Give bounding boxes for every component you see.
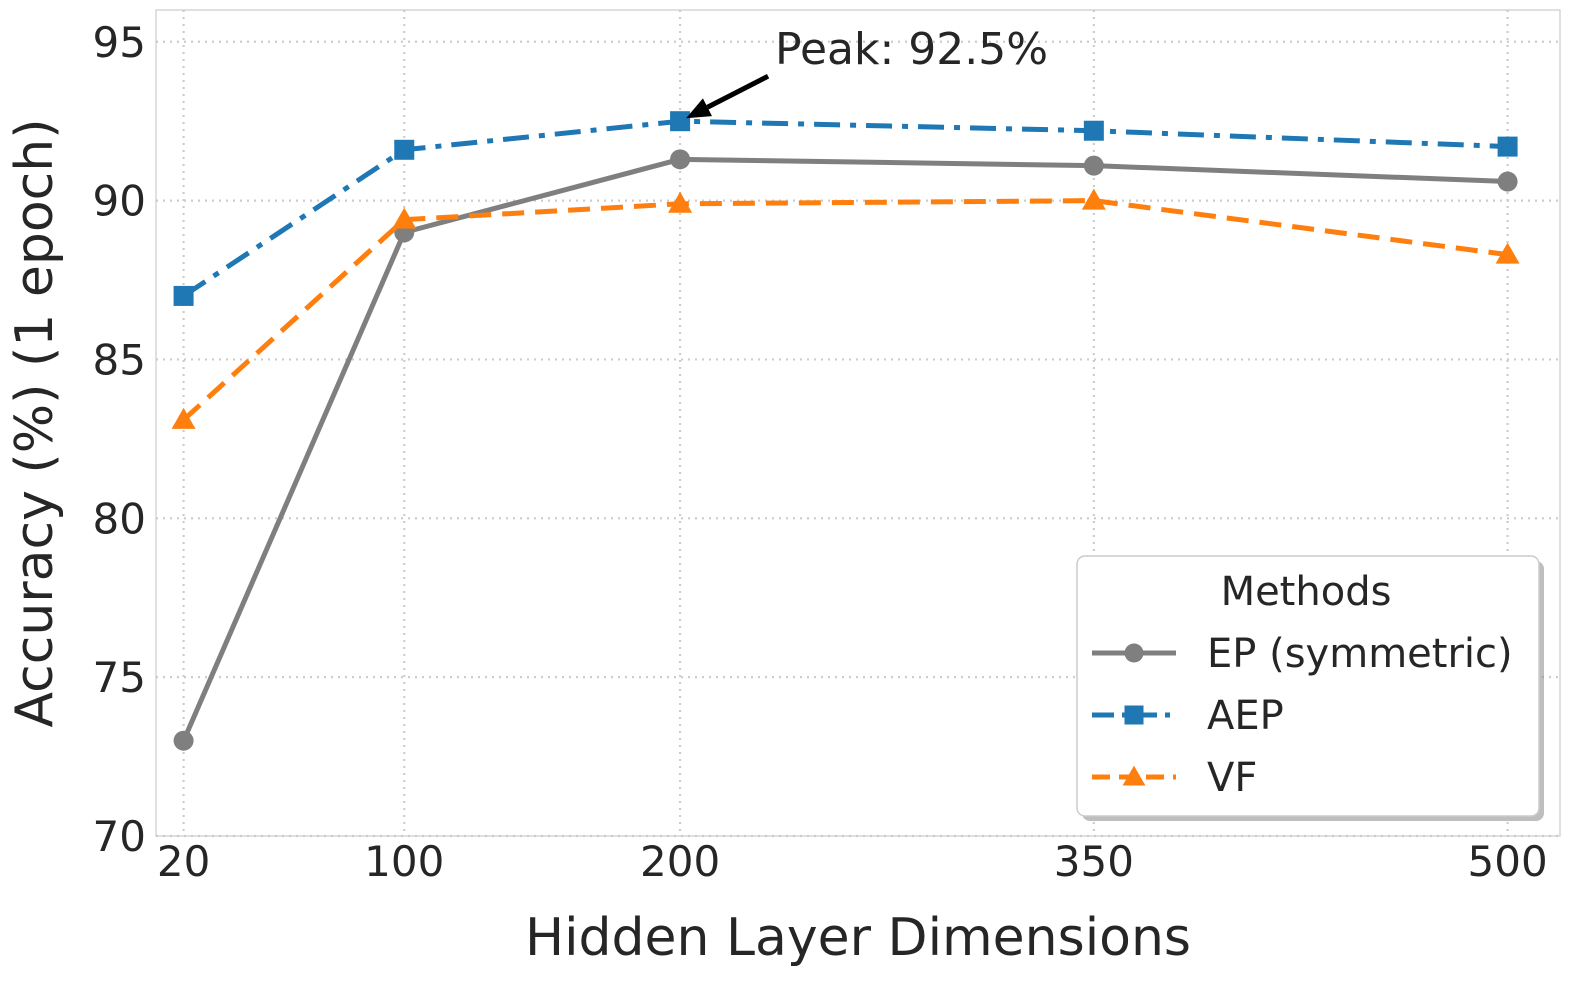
peak-arrow-head: [686, 98, 713, 119]
data-point-vf: [1495, 242, 1520, 264]
data-point-vf: [392, 207, 417, 229]
y-tick-label: 95: [93, 18, 146, 67]
peak-annotation: Peak: 92.5%: [686, 24, 1048, 119]
data-point-aep: [173, 285, 194, 306]
legend-item-aep: AEP: [1092, 693, 1284, 739]
x-tick-label: 200: [640, 837, 720, 886]
legend-frame: [1076, 555, 1540, 817]
series-aep: [173, 111, 1518, 306]
series-layer: [171, 111, 1520, 751]
legend-marker-vf: [1122, 765, 1146, 786]
data-point-aep: [670, 111, 691, 132]
data-point-aep: [1083, 120, 1104, 141]
data-point-aep: [394, 139, 415, 160]
y-axis-label: Accuracy (%) (1 epoch): [5, 119, 65, 728]
legend-label: AEP: [1207, 693, 1284, 739]
plot-frame: [155, 9, 1561, 837]
data-point-aep: [1497, 136, 1518, 157]
legend-title: Methods: [1221, 569, 1392, 615]
x-axis-label: Hidden Layer Dimensions: [525, 908, 1191, 968]
legend-marker-ep-symmetric: [1124, 643, 1144, 663]
x-tick-label: 500: [1468, 837, 1548, 886]
y-tick-label: 90: [93, 177, 146, 226]
legend-marker-aep: [1124, 705, 1144, 725]
legend-label: EP (symmetric): [1207, 631, 1513, 677]
x-tick-label: 100: [364, 837, 444, 886]
y-tick-label: 75: [93, 653, 146, 702]
legend-label: VF: [1207, 755, 1257, 801]
legend-entries: EP (symmetric) AEP VF: [1092, 631, 1513, 801]
legend: Methods EP (symmetric) AEP VF: [1076, 555, 1544, 821]
data-point-ep-symmetric: [1083, 155, 1104, 176]
data-point-vf: [1081, 188, 1106, 210]
series-vf: [171, 188, 1520, 429]
legend-item-ep-symmetric: EP (symmetric): [1092, 631, 1513, 677]
data-point-vf: [668, 191, 693, 213]
data-point-ep-symmetric: [670, 149, 691, 170]
y-tick-label: 80: [93, 494, 146, 543]
y-tick-label: 70: [93, 812, 146, 861]
y-tick-labels: 70 75 80 85 90 95: [93, 18, 146, 861]
y-tick-label: 85: [93, 335, 146, 384]
x-tick-label: 350: [1054, 837, 1134, 886]
x-tick-label: 20: [157, 837, 210, 886]
x-tick-labels: 20 100 200 350 500: [157, 837, 1548, 886]
peak-arrow-line: [706, 73, 770, 110]
data-point-ep-symmetric: [173, 730, 194, 751]
peak-annotation-label: Peak: 92.5%: [775, 24, 1048, 75]
data-point-vf: [171, 407, 196, 429]
legend-item-vf: VF: [1092, 755, 1257, 801]
data-point-ep-symmetric: [1497, 171, 1518, 192]
